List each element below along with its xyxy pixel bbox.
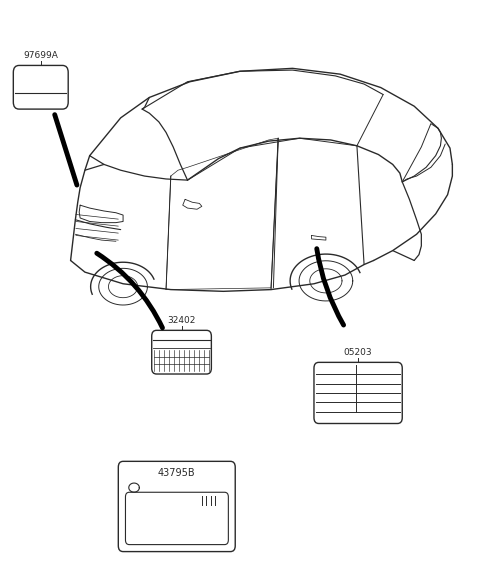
Text: 43795B: 43795B — [158, 469, 195, 479]
Text: 97699A: 97699A — [24, 51, 58, 60]
Text: 05203: 05203 — [344, 347, 372, 356]
Text: 32402: 32402 — [168, 315, 196, 325]
